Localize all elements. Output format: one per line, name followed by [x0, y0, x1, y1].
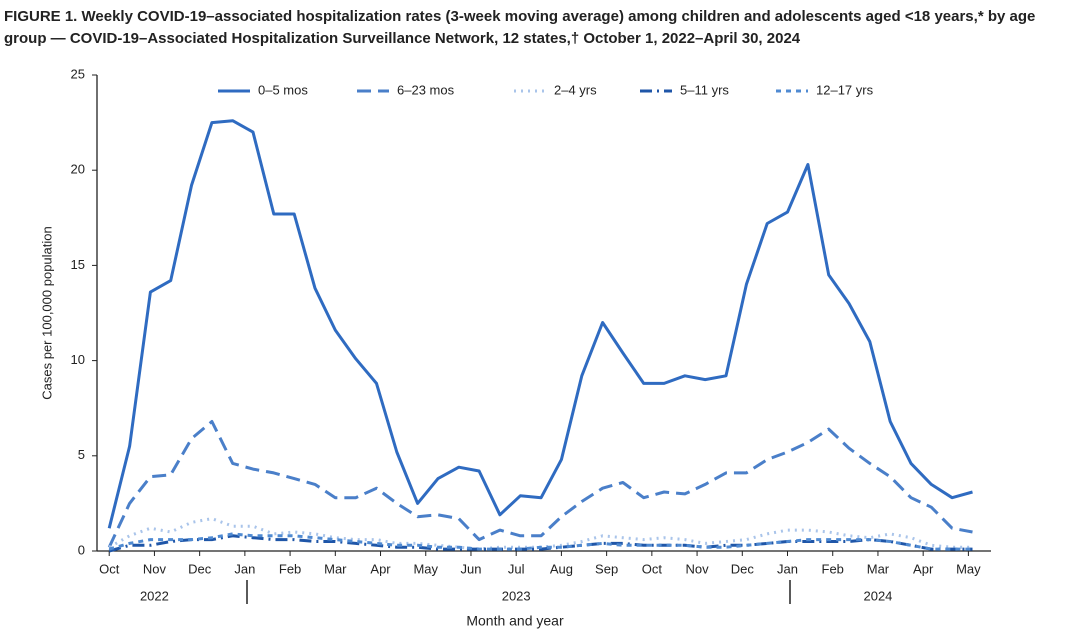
x-tick-label: Nov	[686, 561, 710, 576]
y-tick-label: 25	[71, 66, 85, 81]
data-line	[107, 420, 973, 548]
x-tick-label: Feb	[822, 561, 844, 576]
y-tick-label: 10	[71, 352, 85, 367]
x-tick-label: Mar	[867, 561, 890, 576]
year-label: 2022	[140, 588, 169, 603]
legend-label: 5–11 yrs	[680, 82, 729, 97]
data-line	[107, 119, 973, 529]
x-tick-label: Aug	[550, 561, 573, 576]
x-tick-label: Jan	[234, 561, 255, 576]
year-label: 2024	[863, 588, 892, 603]
year-label: 2023	[502, 588, 531, 603]
x-tick-label: May	[956, 561, 981, 576]
legend-label: 12–17 yrs	[816, 82, 874, 97]
x-tick-label: Mar	[324, 561, 347, 576]
x-tick-label: May	[413, 561, 438, 576]
y-tick-label: 20	[71, 162, 85, 177]
x-axis-label: Month and year	[466, 613, 564, 629]
y-tick-label: 5	[78, 447, 85, 462]
y-tick-label: 15	[71, 257, 85, 272]
x-tick-label: Apr	[370, 561, 391, 576]
data-line	[108, 534, 973, 553]
x-tick-label: Dec	[731, 561, 755, 576]
data-line	[108, 532, 973, 551]
x-tick-label: Jul	[508, 561, 525, 576]
x-tick-label: Feb	[279, 561, 301, 576]
x-tick-label: Nov	[143, 561, 167, 576]
y-axis-label: Cases per 100,000 population	[39, 226, 54, 399]
x-tick-label: Jun	[460, 561, 481, 576]
x-tick-label: Sep	[595, 561, 618, 576]
legend-label: 2–4 yrs	[554, 82, 597, 97]
x-tick-label: Jan	[777, 561, 798, 576]
x-tick-label: Oct	[99, 561, 120, 576]
x-tick-label: Apr	[913, 561, 934, 576]
legend-label: 0–5 mos	[258, 82, 308, 97]
x-tick-label: Oct	[642, 561, 663, 576]
y-tick-label: 0	[78, 542, 85, 557]
legend-label: 6–23 mos	[397, 82, 455, 97]
x-tick-label: Dec	[188, 561, 212, 576]
chart-title: FIGURE 1. Weekly COVID-19–associated hos…	[4, 8, 1036, 47]
